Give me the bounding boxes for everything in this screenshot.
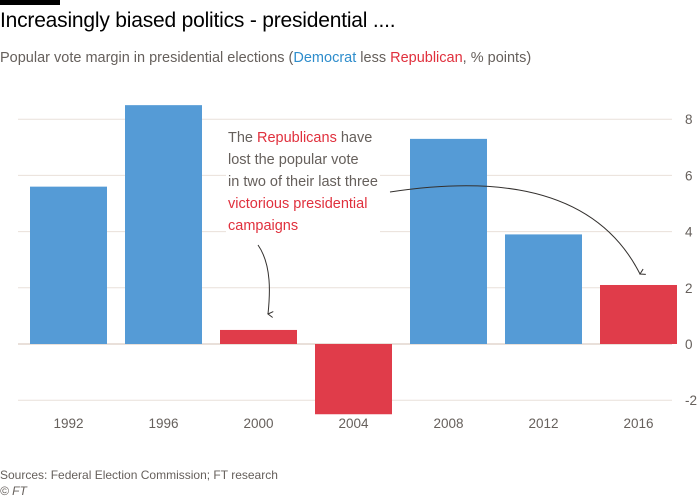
x-tick-label: 1996 [148,416,178,431]
subtitle-mid: less [356,50,391,66]
chart-title: Increasingly biased politics - president… [0,9,396,32]
y-axis-ticks: -2 0 2 4 6 8 [685,112,697,408]
y-tick-label: 4 [685,225,693,240]
bar-2012 [505,234,582,344]
subtitle-democrat: Democrat [293,50,357,66]
chart-subtitle: Popular vote margin in presidential elec… [0,50,531,66]
annotation-line-1: The Republicans have [228,127,378,149]
y-tick-label: -2 [685,393,697,408]
x-tick-label: 1992 [53,416,83,431]
x-axis-ticks: 1992 1996 2000 2004 2008 2012 2016 [53,416,653,431]
x-tick-label: 2012 [528,416,558,431]
x-tick-label: 2008 [433,416,463,431]
y-tick-label: 8 [685,112,693,127]
annotation-line-4: victorious presidential [228,196,368,212]
subtitle-suffix: , % points) [462,50,532,66]
subtitle-prefix: Popular vote margin in presidential elec… [0,50,294,66]
copyright: © FT [0,484,27,498]
y-tick-label: 6 [685,168,693,183]
x-tick-label: 2004 [338,416,369,431]
annotation-republicans: Republicans [257,130,337,146]
annotation-text-part: The [228,130,258,146]
ft-brand-bar [0,0,60,5]
arrow-to-2016 [389,185,646,275]
subtitle-republican: Republican [390,50,463,66]
bar-2000 [220,329,297,344]
annotation-line-5: campaigns [228,218,299,234]
annotation-text: The Republicans have lost the popular vo… [226,127,380,237]
annotation-line-2: lost the popular vote [228,152,359,168]
arrow-to-2000 [257,244,274,318]
bar-2004 [315,344,392,415]
y-tick-label: 2 [685,281,693,296]
bar-2008 [410,138,487,344]
annotation-line-3: in two of their last three [228,174,378,190]
x-tick-label: 2000 [243,416,273,431]
annotation-arrows [257,185,646,318]
source-note: Sources: Federal Election Commission; FT… [0,468,278,482]
bars [30,105,677,415]
annotation-text-part: have [336,130,373,146]
bar-1992 [30,186,107,344]
bar-1996 [125,105,202,345]
bar-2016 [600,284,677,344]
y-tick-label: 0 [685,337,693,352]
x-tick-label: 2016 [623,416,653,431]
